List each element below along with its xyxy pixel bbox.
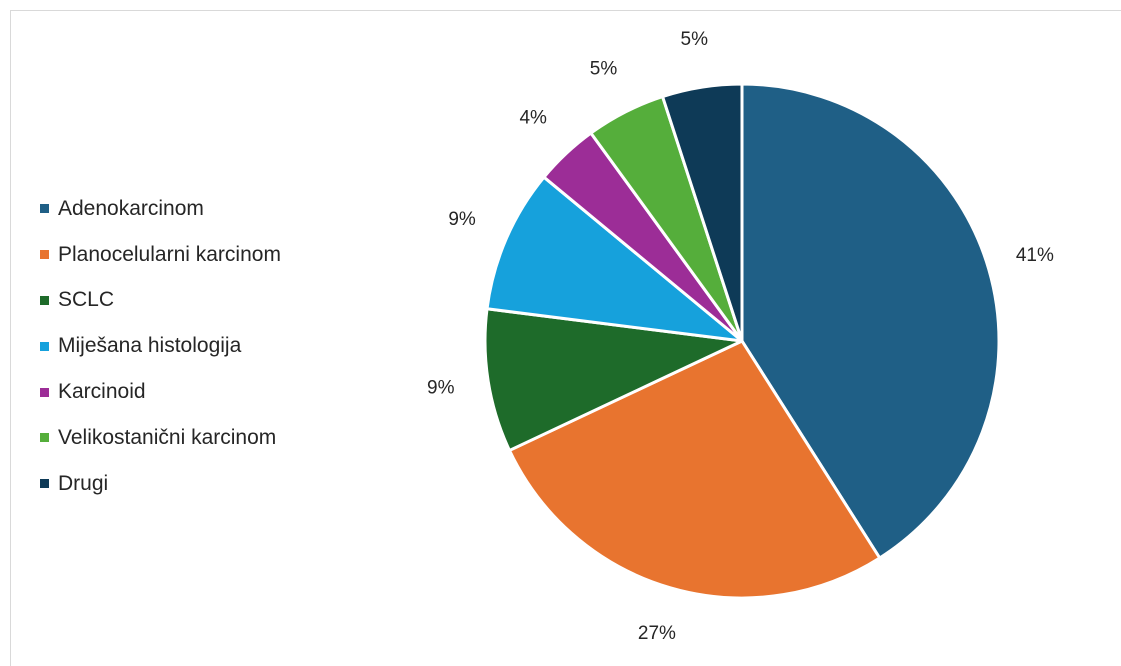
slice-data-label: 5%: [590, 58, 618, 79]
slice-data-label: 27%: [638, 623, 676, 644]
slice-data-label: 41%: [1016, 245, 1054, 266]
legend-label: Drugi: [58, 471, 109, 495]
legend-swatch: [40, 433, 49, 443]
slice-data-label: 4%: [519, 108, 547, 129]
legend-swatch: [40, 479, 49, 489]
legend-swatch: [40, 250, 49, 260]
legend-item: SCLC: [40, 278, 281, 324]
legend-item: Drugi: [40, 461, 281, 507]
legend-label: Adenokarcinom: [58, 196, 204, 220]
legend-label: Velikostanični karcinom: [58, 425, 277, 449]
legend-swatch: [40, 387, 49, 397]
legend-item: Karcinoid: [40, 369, 281, 415]
pie-slice: [483, 307, 744, 452]
legend-item: Adenokarcinom: [40, 186, 281, 232]
pie-slice: [485, 175, 744, 343]
legend-swatch: [40, 341, 49, 351]
slice-data-label: 5%: [681, 29, 709, 50]
legend-label: Planocelularni karcinom: [58, 242, 281, 266]
legend-item: Velikostanični karcinom: [40, 415, 281, 461]
slice-data-label: 9%: [427, 378, 455, 399]
legend-item: Planocelularni karcinom: [40, 232, 281, 278]
pie-slice: [661, 82, 744, 343]
pie-slice: [507, 339, 882, 600]
legend-label: SCLC: [58, 288, 115, 312]
chart-legend: Adenokarcinom Planocelularni karcinom SCLC…: [40, 186, 281, 507]
slice-data-label: 9%: [448, 209, 476, 230]
legend-item: Miješana histologija: [40, 323, 281, 369]
legend-swatch: [40, 295, 49, 305]
legend-label: Karcinoid: [58, 380, 146, 404]
legend-swatch: [40, 204, 49, 214]
legend-label: Miješana histologija: [58, 334, 242, 358]
